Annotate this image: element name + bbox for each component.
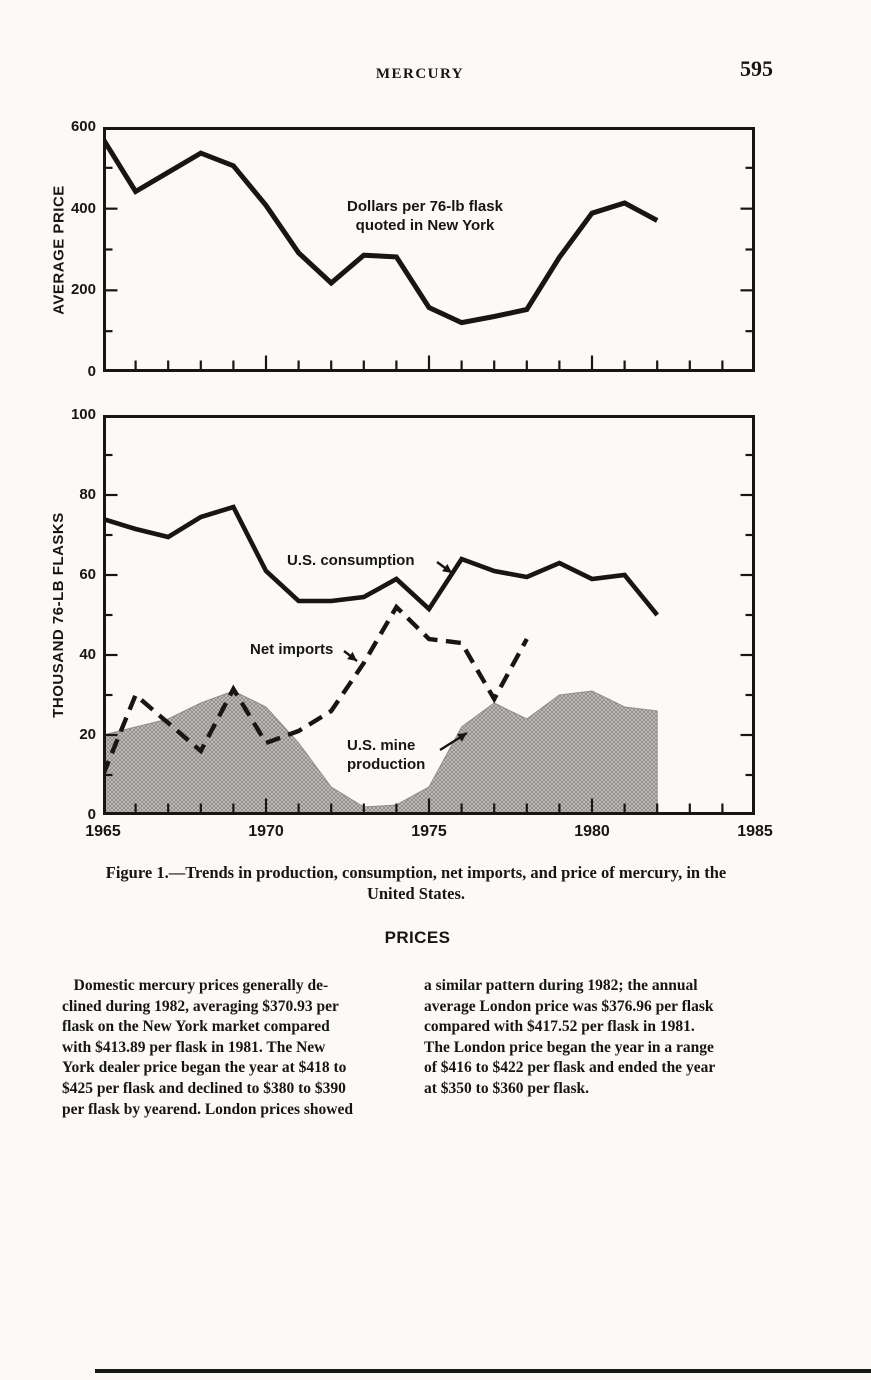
axis-ticks [103, 453, 755, 814]
annotation-arrow [343, 650, 358, 662]
annotation-arrow [439, 731, 468, 752]
mine-production-label: U.S. mine production [347, 737, 426, 773]
flasks-axis-label: THOUSAND 76-LB FLASKS [50, 512, 67, 718]
xtick-1975: 1975 [411, 823, 447, 840]
section-heading: PRICES [384, 928, 451, 947]
xtick-1970: 1970 [248, 823, 284, 840]
price-chart [103, 127, 755, 372]
price-ytick-600: 600 [70, 118, 96, 135]
xtick-1965: 1965 [85, 823, 121, 840]
axis-ticks [103, 166, 755, 371]
flasks-ytick-20: 20 [79, 726, 96, 743]
figure-caption: Figure 1.—Trends in production, consumpt… [105, 863, 727, 903]
flasks-ytick-100: 100 [70, 406, 96, 423]
consumption-label: U.S. consumption [287, 552, 415, 569]
net-imports-label: Net imports [250, 641, 334, 658]
page-number: 595 [740, 56, 773, 81]
price-axis-label: AVERAGE PRICE [50, 185, 67, 315]
flasks-chart [103, 415, 755, 815]
consumption-line [103, 504, 659, 617]
price-ytick-200: 200 [70, 281, 96, 299]
price-annotation: Dollars per 76-lb flask quoted in New Yo… [347, 198, 503, 234]
page-title: MERCURY [375, 66, 465, 82]
flasks-ytick-60: 60 [79, 566, 96, 583]
chart-frame [103, 127, 755, 372]
body-right-column: a similar pattern during 1982; the annua… [424, 977, 716, 1097]
scan-edge-artifact [95, 1369, 871, 1373]
flasks-ytick-40: 40 [79, 646, 96, 663]
xtick-1985: 1985 [737, 823, 773, 840]
net-imports-line [103, 603, 529, 776]
price-ytick-400: 400 [70, 199, 96, 217]
price-ytick-0: 0 [87, 363, 96, 380]
annotation-arrow [436, 561, 453, 574]
body-left-column: Domestic mercury prices generally de- cl… [62, 977, 353, 1118]
price-line [103, 137, 659, 326]
flasks-ytick-80: 80 [79, 486, 96, 503]
xtick-1980: 1980 [574, 823, 610, 840]
flasks-ytick-0: 0 [87, 806, 96, 823]
